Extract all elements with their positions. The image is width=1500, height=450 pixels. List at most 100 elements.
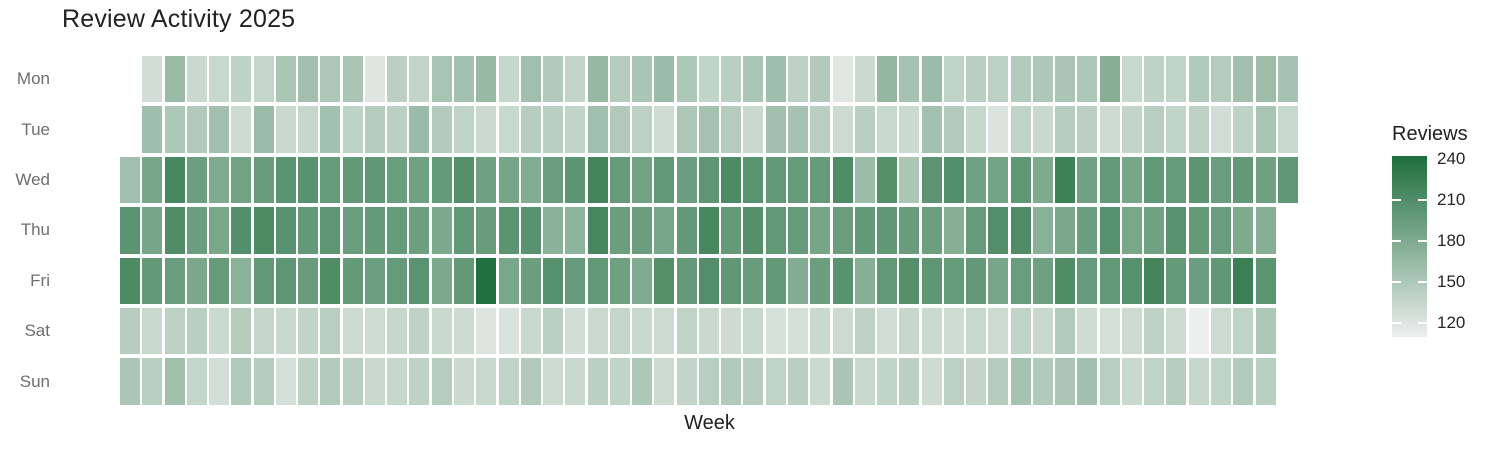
heatmap-cell [164, 106, 185, 153]
heatmap-cell [743, 207, 764, 254]
heatmap-cell [1277, 56, 1298, 103]
heatmap-cell [1233, 56, 1254, 103]
heatmap-cell [698, 56, 719, 103]
heatmap-cell [966, 257, 987, 304]
heatmap-cell [676, 156, 697, 204]
heatmap-cell [1211, 358, 1232, 405]
heatmap-cell [721, 207, 742, 254]
heatmap-cell [654, 257, 675, 304]
heatmap-cell [364, 307, 385, 355]
heatmap-cell [142, 257, 163, 304]
heatmap-cell [832, 106, 853, 153]
heatmap-cell [1166, 358, 1187, 405]
heatmap-cell [943, 358, 964, 405]
heatmap-cell [921, 106, 942, 153]
heatmap-cell [698, 358, 719, 405]
heatmap-cell [1277, 106, 1298, 153]
heatmap-cell [275, 207, 296, 254]
heatmap-cell [1233, 156, 1254, 204]
heatmap-cell [275, 257, 296, 304]
heatmap-cell [409, 307, 430, 355]
heatmap-cell [164, 207, 185, 254]
heatmap-cell [231, 106, 252, 153]
colorbar-gradient [1392, 156, 1427, 337]
heatmap-cell [1233, 106, 1254, 153]
heatmap-cell [387, 207, 408, 254]
heatmap-cell [1144, 358, 1165, 405]
heatmap-cell [743, 257, 764, 304]
heatmap-cell [142, 307, 163, 355]
heatmap-cell [298, 56, 319, 103]
heatmap-cell [543, 307, 564, 355]
heatmap-cell [943, 106, 964, 153]
heatmap-cell [142, 207, 163, 254]
heatmap-cell [1166, 257, 1187, 304]
heatmap-cell [543, 257, 564, 304]
heatmap-cell [253, 257, 274, 304]
heatmap-cell [810, 307, 831, 355]
heatmap-cell [1211, 106, 1232, 153]
y-axis-label-sun: Sun [19, 371, 50, 391]
heatmap-cell [654, 56, 675, 103]
heatmap-cell [364, 257, 385, 304]
heatmap-cell [743, 358, 764, 405]
heatmap-cell [209, 56, 230, 103]
heatmap-cell [743, 106, 764, 153]
heatmap-cell [877, 257, 898, 304]
heatmap-cell [565, 106, 586, 153]
heatmap-cell [1032, 307, 1053, 355]
heatmap-cell [654, 106, 675, 153]
heatmap-cell [120, 257, 140, 304]
heatmap-cell [899, 106, 920, 153]
heatmap-cell [431, 156, 452, 204]
heatmap-cell [520, 358, 541, 405]
heatmap-cell [164, 56, 185, 103]
heatmap-cell [1010, 106, 1031, 153]
heatmap-cell [632, 257, 653, 304]
heatmap-cell [186, 307, 207, 355]
colorbar-tick-mark [1418, 239, 1427, 243]
heatmap-cell [298, 207, 319, 254]
heatmap-cell [654, 207, 675, 254]
heatmap-cell [1032, 106, 1053, 153]
heatmap-cell [966, 207, 987, 254]
heatmap-cell [1188, 156, 1209, 204]
heatmap-cell [1010, 358, 1031, 405]
heatmap-cell [1255, 207, 1276, 254]
heatmap-cell [1055, 207, 1076, 254]
heatmap-cell [988, 358, 1009, 405]
heatmap-cell [1077, 307, 1098, 355]
heatmap-cell [476, 358, 497, 405]
heatmap-cell [164, 156, 185, 204]
heatmap-cell [253, 56, 274, 103]
heatmap-cell [342, 207, 363, 254]
heatmap-cell [609, 307, 630, 355]
heatmap-cell [209, 307, 230, 355]
heatmap-cell [543, 358, 564, 405]
heatmap-cell [899, 358, 920, 405]
heatmap-cell [1211, 257, 1232, 304]
heatmap-cell [787, 358, 808, 405]
heatmap-cell [721, 358, 742, 405]
heatmap-cell [1277, 156, 1298, 204]
heatmap-cell [253, 156, 274, 204]
y-axis-label-sat: Sat [24, 321, 50, 341]
heatmap-cell-empty [1278, 207, 1298, 253]
heatmap-cell [1099, 307, 1120, 355]
heatmap-cell [1144, 307, 1165, 355]
heatmap-cell [186, 257, 207, 304]
heatmap-cell [1099, 358, 1120, 405]
heatmap-cell [988, 106, 1009, 153]
heatmap-cell [877, 358, 898, 405]
colorbar-tick-mark [1392, 239, 1401, 243]
heatmap-cell [387, 56, 408, 103]
heatmap-cell [877, 207, 898, 254]
heatmap-cell [676, 358, 697, 405]
heatmap-cell [453, 307, 474, 355]
heatmap-cell [120, 156, 140, 204]
heatmap-cell [364, 106, 385, 153]
heatmap-cell [1010, 207, 1031, 254]
heatmap-cell [231, 358, 252, 405]
heatmap-cell [498, 307, 519, 355]
heatmap-cell [275, 307, 296, 355]
